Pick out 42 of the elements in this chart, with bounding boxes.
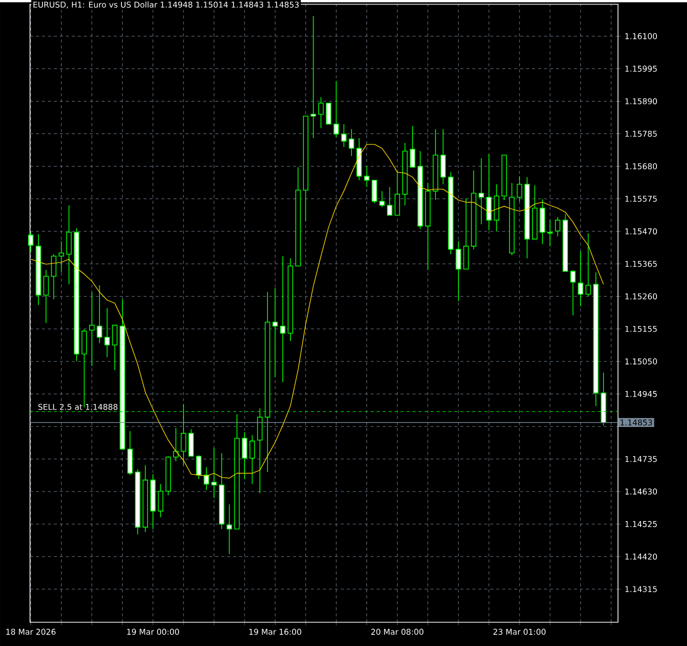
candlestick: [112, 324, 118, 370]
candlestick: [410, 125, 416, 168]
candlestick: [43, 270, 49, 324]
candlestick: [554, 216, 560, 237]
candlestick: [96, 284, 102, 344]
candlestick: [310, 16, 316, 138]
candlestick: [173, 428, 179, 462]
candlestick: [341, 124, 347, 148]
candlestick: [334, 80, 339, 138]
candlestick: [372, 180, 378, 204]
candlestick: [104, 308, 110, 358]
candlestick: [250, 434, 255, 484]
candlestick: [158, 484, 164, 518]
candlestick: [50, 254, 56, 300]
candlestick: [280, 256, 286, 382]
candlestick: [463, 198, 469, 270]
candlestick: [204, 466, 210, 490]
candlestick: [586, 232, 591, 296]
candlestick: [66, 204, 72, 285]
candlestick: [226, 504, 232, 554]
candlestick: [578, 250, 584, 307]
candlestick: [58, 240, 64, 272]
candlestick: [242, 432, 248, 480]
candlestick: [89, 292, 95, 366]
candlestick: [196, 454, 202, 480]
candlestick: [257, 408, 263, 494]
candlestick: [211, 448, 217, 498]
candlestick: [348, 128, 354, 156]
candlestick: [478, 158, 484, 224]
candlestick: [318, 96, 324, 128]
candlestick: [456, 240, 462, 302]
candlestick: [272, 287, 278, 378]
candlestick: [386, 186, 392, 216]
candlestick: [516, 176, 522, 202]
candlestick: [180, 404, 186, 466]
candlestick: [326, 102, 332, 124]
candlestick: [440, 128, 446, 185]
candlestick: [570, 270, 576, 316]
candlestick: [188, 428, 194, 457]
candlestick: [364, 166, 370, 188]
candlestick: [82, 328, 87, 408]
candlestick: [394, 170, 400, 216]
